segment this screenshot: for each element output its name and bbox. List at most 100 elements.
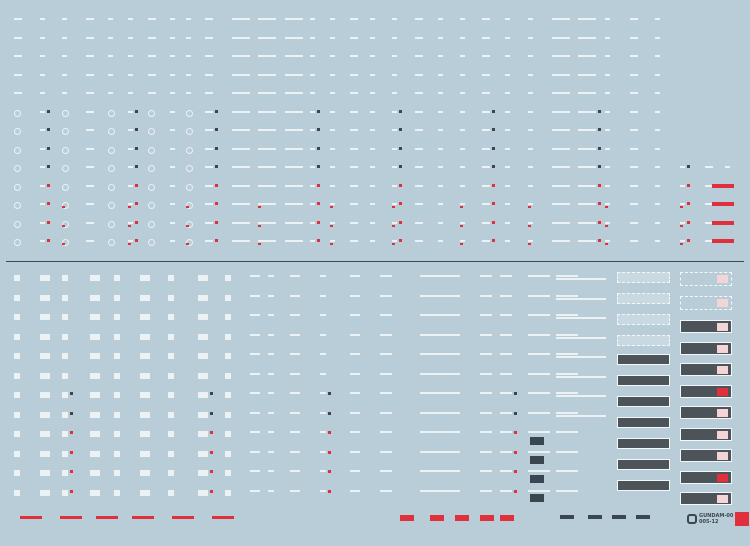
- decal-ring: [62, 220, 69, 228]
- decal-mark: [500, 431, 512, 433]
- decal-mark: [128, 110, 133, 113]
- decal-mark: [310, 110, 315, 113]
- decal-mark: [40, 129, 45, 131]
- red-stripe-decal: [132, 516, 154, 519]
- decal-mark: [460, 129, 465, 131]
- stripe-decal: [556, 297, 606, 300]
- decal-mark: [128, 73, 133, 76]
- decal-dot: [215, 183, 218, 187]
- decal-mark: [630, 73, 638, 76]
- decal-mark: [370, 92, 375, 94]
- decal-dot: [210, 431, 213, 434]
- decal-mark: [320, 353, 326, 355]
- decal-dot: [210, 470, 213, 473]
- decal-mark: [170, 55, 175, 57]
- decal-mark: [186, 73, 191, 76]
- decal-mark: [205, 240, 213, 242]
- decal-mark: [258, 110, 276, 113]
- decal-mark: [370, 129, 375, 131]
- decal-mark: [578, 36, 596, 39]
- decal-mark: [330, 73, 335, 76]
- decal-ring: [148, 183, 155, 191]
- decal-mark: [392, 92, 397, 94]
- decal-mark: [168, 372, 174, 379]
- decal-mark: [250, 333, 260, 336]
- decal-dot: [598, 220, 601, 224]
- decal-mark: [62, 372, 68, 379]
- decal-mark: [350, 166, 358, 168]
- decal-mark: [415, 73, 423, 76]
- decal-mark: [630, 18, 638, 20]
- decal-mark: [14, 18, 22, 20]
- decal-mark: [528, 73, 533, 76]
- decal-mark: [62, 353, 68, 359]
- decal-dot: [210, 411, 213, 415]
- decal-mark: [482, 147, 490, 150]
- decal-mark: [350, 431, 360, 433]
- decal-mark: [460, 240, 465, 242]
- decal-mark: [108, 55, 113, 57]
- red-label-decal: [400, 515, 414, 521]
- red-stripe-decal: [20, 516, 42, 519]
- decal-mark: [40, 166, 45, 168]
- decal-mark: [655, 184, 660, 187]
- decal-mark: [552, 147, 570, 150]
- decal-mark: [552, 92, 570, 94]
- decal-mark: [370, 36, 375, 39]
- decal-dot: [128, 224, 131, 227]
- decal-mark: [552, 36, 570, 39]
- decal-mark: [310, 240, 315, 242]
- decal-mark: [14, 353, 20, 359]
- decal-ring: [148, 202, 155, 209]
- decal-mark: [290, 392, 300, 394]
- warning-panel-decal: [617, 375, 670, 386]
- decal-dot: [317, 202, 320, 205]
- decal-mark: [350, 221, 358, 224]
- decal-mark: [205, 166, 213, 168]
- decal-mark: [680, 203, 685, 205]
- decal-mark: [90, 372, 100, 379]
- decal-mark: [392, 110, 397, 113]
- decal-mark: [578, 184, 596, 187]
- decal-mark: [370, 55, 375, 57]
- decal-mark: [90, 470, 100, 476]
- decal-mark: [40, 392, 50, 398]
- decal-mark: [500, 353, 512, 355]
- decal-ring: [62, 165, 69, 172]
- decal-mark: [62, 55, 67, 57]
- decal-mark: [438, 92, 443, 94]
- decal-mark: [370, 73, 375, 76]
- stripe-decal: [556, 317, 606, 319]
- decal-mark: [350, 92, 358, 94]
- stripe-decal: [556, 414, 606, 417]
- decal-dot: [47, 220, 50, 224]
- decal-mark: [40, 18, 45, 20]
- decal-mark: [528, 372, 550, 375]
- warning-panel-decal: [680, 492, 732, 505]
- decal-mark: [114, 353, 120, 359]
- decal-mark: [290, 489, 300, 492]
- decal-mark: [114, 294, 120, 301]
- decal-dot: [135, 183, 138, 187]
- decal-mark: [392, 240, 397, 242]
- decal-dot: [135, 239, 138, 242]
- decal-mark: [528, 147, 533, 150]
- decal-mark: [480, 470, 492, 472]
- decal-ring: [14, 146, 21, 154]
- decal-mark: [505, 166, 510, 168]
- decal-mark: [370, 203, 375, 205]
- decal-mark: [225, 431, 231, 437]
- decal-mark: [198, 431, 208, 437]
- decal-mark: [680, 184, 685, 187]
- warning-panel-decal: [617, 272, 670, 283]
- decal-mark: [225, 353, 231, 359]
- decal-mark: [680, 240, 685, 242]
- red-label-decal: [500, 515, 514, 521]
- decal-mark: [40, 73, 45, 76]
- decal-dot: [598, 109, 601, 113]
- decal-mark: [480, 353, 492, 355]
- decal-dot: [135, 109, 138, 113]
- decal-ring: [108, 202, 115, 209]
- decal-mark: [420, 314, 460, 316]
- decal-mark: [505, 129, 510, 131]
